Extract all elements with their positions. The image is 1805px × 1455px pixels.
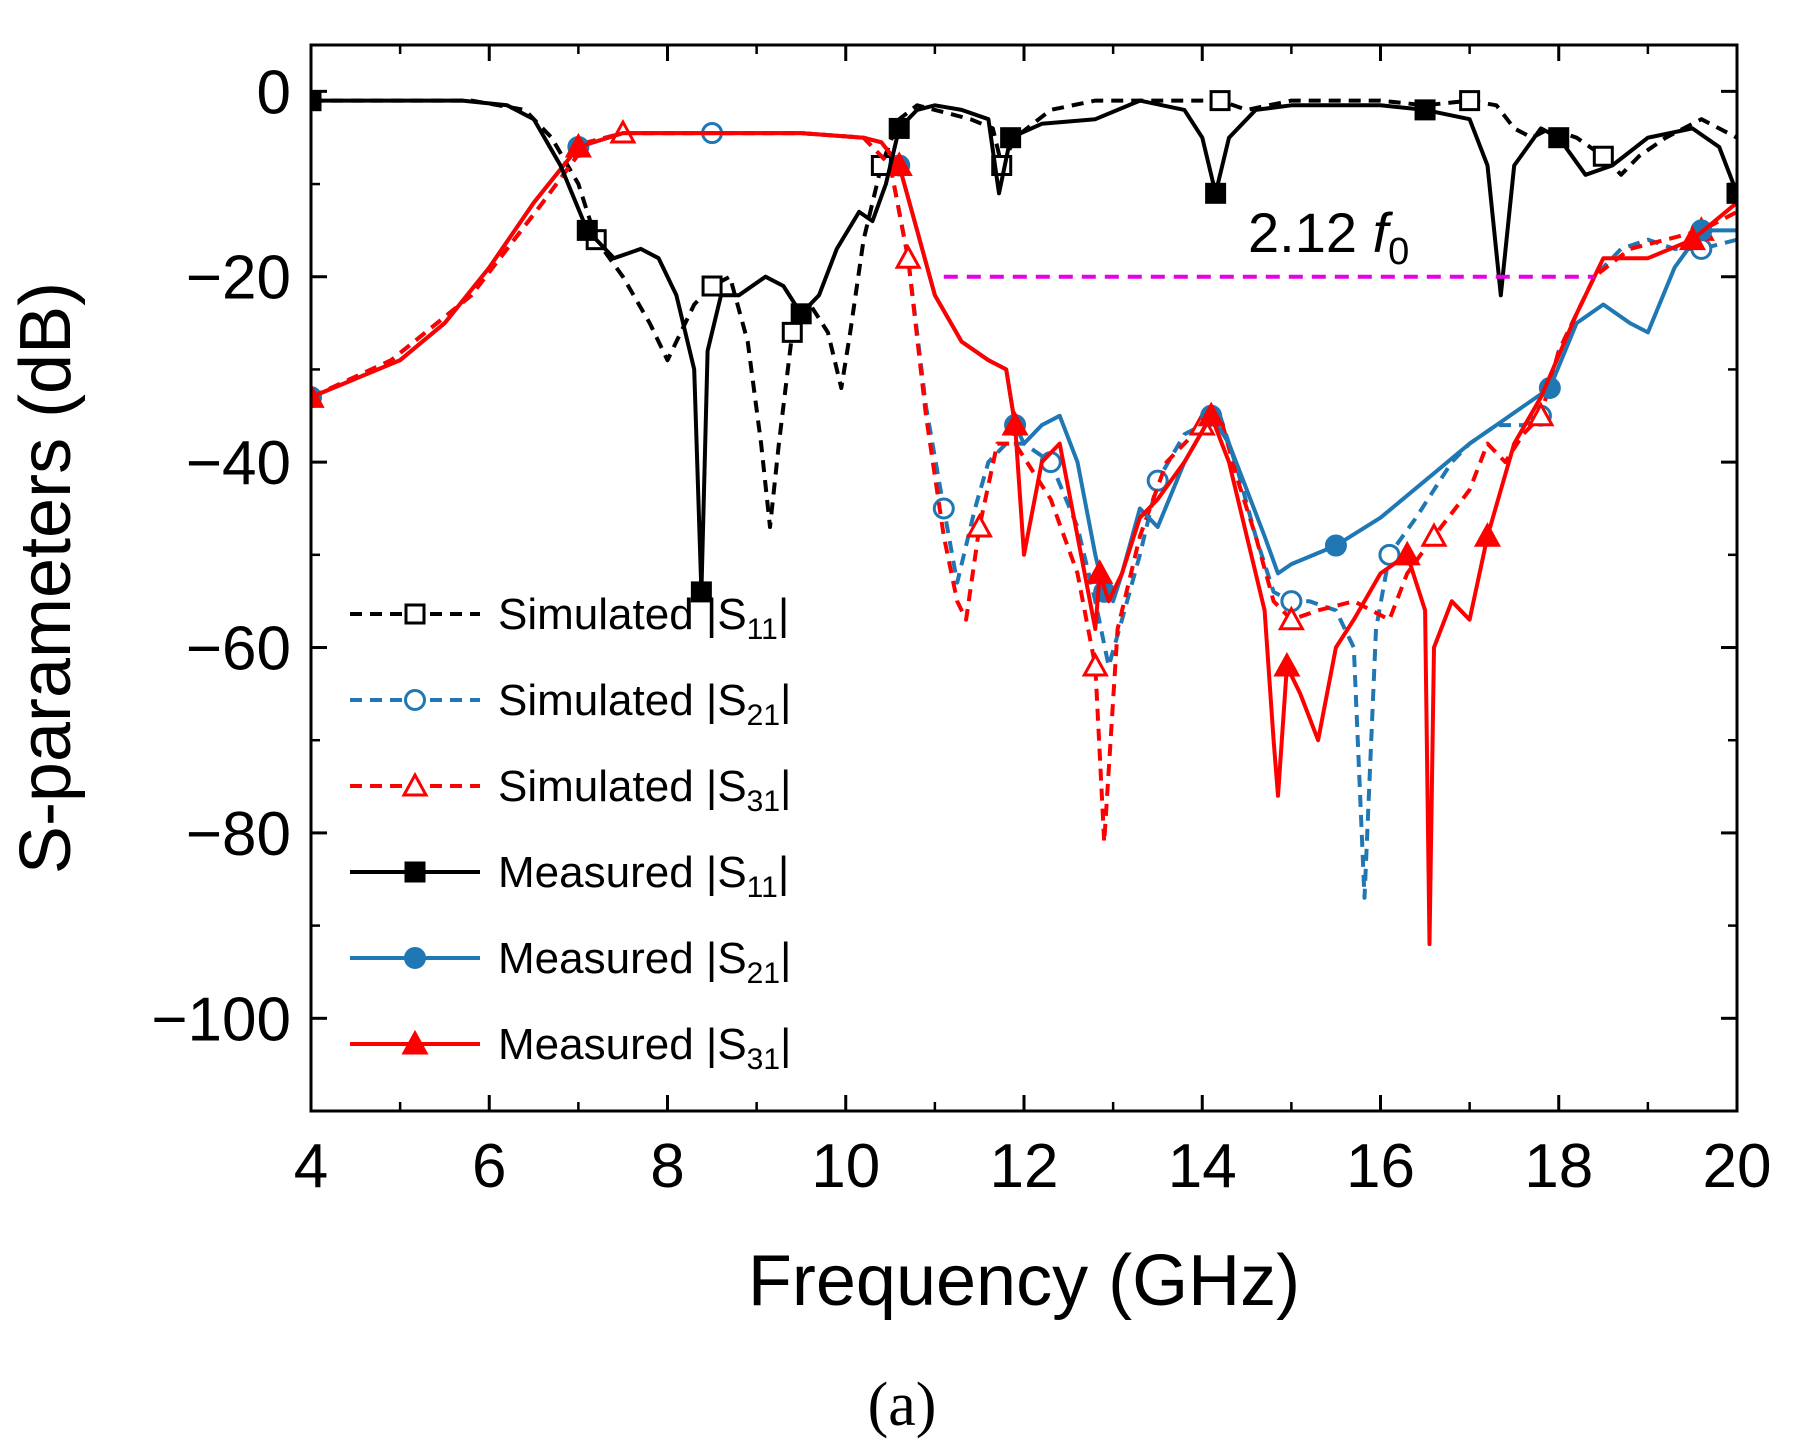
x-tick-label: 10 — [811, 1132, 880, 1201]
series-marker — [311, 383, 325, 408]
y-tick-label: −40 — [186, 429, 291, 498]
x-tick-label: 4 — [294, 1132, 328, 1201]
series-marker — [1414, 99, 1436, 121]
legend-label: Measured |S11| — [498, 848, 789, 904]
x-tick-label: 16 — [1346, 1132, 1415, 1201]
series-marker — [1420, 522, 1448, 547]
series-marker — [1592, 145, 1614, 167]
series-marker — [1273, 651, 1301, 677]
legend-entry: Simulated |S21| — [350, 676, 791, 732]
y-tick-label: −20 — [186, 244, 291, 313]
series-measured-s11 — [311, 90, 1737, 603]
x-tick-label: 20 — [1703, 1132, 1772, 1201]
series-marker — [1726, 182, 1737, 204]
legend-marker — [404, 861, 426, 883]
series-marker — [1086, 559, 1114, 584]
legend-label: Measured |S21| — [498, 934, 791, 990]
series-marker — [781, 321, 803, 343]
series-marker — [1197, 401, 1225, 427]
y-axis-title: S-parameters (dB) — [6, 282, 86, 874]
series-line — [311, 131, 1737, 947]
series-measured-s21 — [311, 131, 1737, 604]
series-marker — [1678, 225, 1706, 251]
y-tick-label: −100 — [151, 985, 291, 1054]
series-marker — [790, 303, 812, 325]
series-marker — [1324, 534, 1347, 557]
legend-marker — [401, 771, 429, 797]
series-marker — [564, 132, 592, 158]
series-line — [311, 98, 1737, 529]
legend-marker — [404, 947, 426, 969]
legend-entry: Measured |S21| — [350, 934, 791, 990]
annotation-layer: 2.12 f0 — [943, 201, 1595, 279]
series-marker — [1459, 90, 1481, 112]
legend-label: Simulated |S21| — [498, 676, 791, 732]
series-marker — [1209, 90, 1231, 112]
series-layer — [311, 90, 1737, 947]
series-marker — [1081, 651, 1109, 677]
legend-label: Simulated |S31| — [498, 762, 791, 818]
series-marker — [576, 219, 598, 241]
y-tick-label: −60 — [186, 615, 291, 684]
series-marker — [1001, 410, 1029, 436]
x-axis-title: Frequency (GHz) — [748, 1241, 1300, 1321]
legend-marker — [401, 1029, 429, 1055]
series-marker — [1277, 605, 1305, 631]
series-marker — [888, 117, 910, 139]
series-marker — [932, 497, 955, 520]
series-line — [311, 131, 1737, 845]
series-marker — [701, 275, 723, 297]
series-marker — [894, 244, 922, 269]
legend-label: Measured |S31| — [498, 1020, 791, 1076]
legend-entry: Measured |S11| — [350, 848, 789, 904]
annotation-label: 2.12 f0 — [1248, 201, 1409, 273]
legend-entry: Measured |S31| — [350, 1020, 791, 1076]
figure-caption: (a) — [868, 1371, 937, 1439]
series-marker — [690, 581, 712, 603]
series-marker — [965, 512, 993, 538]
series-marker — [1205, 182, 1227, 204]
series-marker — [1000, 127, 1022, 149]
legend-marker — [404, 603, 426, 625]
x-tick-label: 18 — [1524, 1132, 1593, 1201]
series-marker — [1378, 543, 1401, 566]
ticks-layer: 4 6 8 10 12 14 16 18 20 0 −20 −40 −60 −80 −100 — [151, 45, 1771, 1201]
series-marker — [1393, 540, 1421, 566]
x-tick-label: 12 — [990, 1132, 1059, 1201]
series-line — [311, 98, 1737, 594]
x-tick-label: 8 — [650, 1132, 684, 1201]
legend-label: Simulated |S11| — [498, 590, 789, 646]
x-tick-label: 14 — [1168, 1132, 1237, 1201]
legend-entry: Simulated |S31| — [350, 762, 791, 818]
y-tick-label: 0 — [257, 58, 291, 127]
y-tick-label: −80 — [186, 800, 291, 869]
series-measured-s31 — [311, 131, 1737, 947]
series-marker — [1548, 127, 1570, 149]
legend-entry: Simulated |S11| — [350, 590, 789, 646]
series-marker — [885, 151, 913, 177]
series-marker — [311, 90, 322, 112]
x-tick-label: 6 — [472, 1132, 506, 1201]
legend: Simulated |S11| Simulated |S21| Simulated … — [350, 590, 791, 1076]
legend-marker — [404, 689, 426, 711]
series-marker — [1527, 401, 1555, 427]
series-marker — [1473, 522, 1501, 547]
